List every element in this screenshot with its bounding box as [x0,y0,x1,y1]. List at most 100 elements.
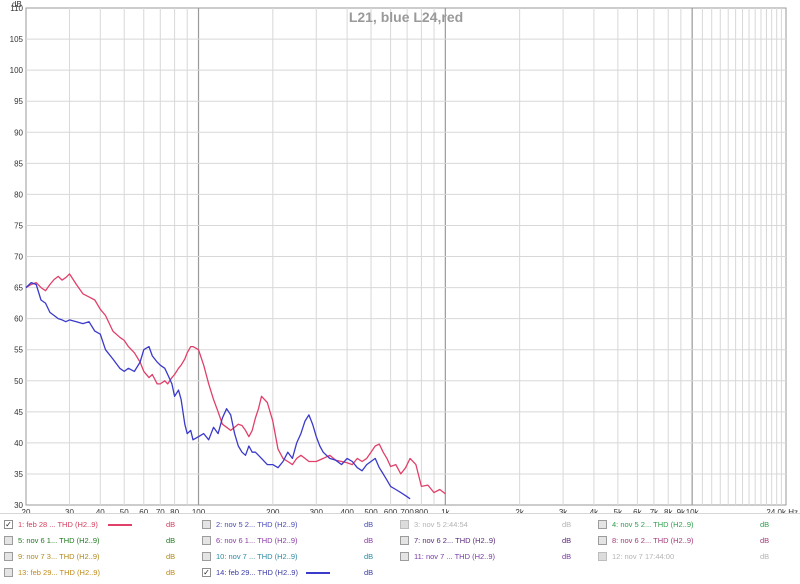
x-tick-label: 8k [664,508,673,513]
legend-unit: dB [760,552,770,561]
x-tick-label: 40 [96,508,105,513]
x-tick-label: 600 [384,508,398,513]
legend-item: 13: feb 29... THD (H2..9) dB [4,566,200,580]
x-tick-label: 9k [677,508,686,513]
legend-checkbox[interactable]: ✓ [4,520,13,529]
legend-unit: dB [364,552,374,561]
legend-checkbox[interactable] [400,536,409,545]
x-end-label: 24,0k Hz [766,508,798,513]
legend-label: 4: nov 5 2... THD (H2..9) [612,520,694,529]
legend-label: 11: nov 7 ... THD (H2..9) [414,552,496,561]
legend-unit: dB [166,520,176,529]
y-tick-label: 55 [14,346,23,355]
x-tick-label: 20 [22,508,31,513]
legend-unit: dB [562,520,572,529]
legend-unit: dB [166,568,176,577]
y-tick-label: 70 [14,253,23,262]
legend-checkbox[interactable]: ✓ [202,568,211,577]
legend-unit: dB [760,520,770,529]
x-tick-label: 800 [415,508,429,513]
y-tick-label: 30 [14,501,23,510]
x-tick-label: 3k [559,508,568,513]
legend-item: 4: nov 5 2... THD (H2..9) dB [598,518,794,532]
legend-item: 3: nov 5 2:44:54 dB [400,518,596,532]
legend-label: 13: feb 29... THD (H2..9) [18,568,100,577]
legend-unit: dB [364,536,374,545]
y-axis-label: dB [12,0,22,9]
legend-checkbox[interactable] [202,552,211,561]
legend-item: 9: nov 7 3... THD (H2..9) dB [4,550,200,564]
legend-checkbox[interactable] [400,520,409,529]
x-tick-label: 2k [515,508,524,513]
y-tick-label: 95 [14,97,23,106]
y-tick-label: 100 [10,66,24,75]
legend-unit: dB [562,552,572,561]
legend-checkbox[interactable] [202,520,211,529]
legend-item: ✓ 14: feb 29... THD (H2..9) dB [202,566,398,580]
legend-unit: dB [760,536,770,545]
legend-item: 10: nov 7 ... THD (H2..9) dB [202,550,398,564]
legend-label: 6: nov 6 1... THD (H2..9) [216,536,298,545]
legend-label: 10: nov 7 ... THD (H2..9) [216,552,298,561]
legend-checkbox[interactable] [202,536,211,545]
legend-checkbox[interactable] [598,552,607,561]
legend-label: 1: feb 28 ... THD (H2..9) [18,520,98,529]
legend-unit: dB [364,520,374,529]
x-tick-label: 50 [120,508,129,513]
x-tick-label: 60 [139,508,148,513]
y-tick-label: 110 [10,4,23,13]
legend-checkbox[interactable] [400,552,409,561]
y-tick-label: 60 [14,315,23,324]
legend-checkbox[interactable] [4,568,13,577]
x-tick-label: 500 [364,508,378,513]
legend-item: 6: nov 6 1... THD (H2..9) dB [202,534,398,548]
chart-title: L21, blue L24,red [349,9,463,25]
legend-item: 11: nov 7 ... THD (H2..9) dB [400,550,596,564]
x-tick-label: 30 [65,508,74,513]
legend-label: 2: nov 5 2... THD (H2..9) [216,520,298,529]
y-tick-label: 50 [14,377,23,386]
legend-label: 12: nov 7 17:44:00 [612,552,675,561]
x-tick-label: 400 [340,508,354,513]
x-tick-label: 4k [590,508,599,513]
legend-checkbox[interactable] [4,536,13,545]
y-tick-label: 85 [14,159,23,168]
trace-legend: ✓ 1: feb 28 ... THD (H2..9) dB 2: nov 5 2..… [0,513,800,584]
legend-item: 7: nov 6 2... THD (H2..9) dB [400,534,596,548]
legend-item: 8: nov 6 2... THD (H2..9) dB [598,534,794,548]
legend-label: 8: nov 6 2... THD (H2..9) [612,536,694,545]
y-tick-label: 75 [14,221,23,230]
legend-label: 9: nov 7 3... THD (H2..9) [18,552,100,561]
y-tick-label: 45 [14,408,23,417]
legend-swatch [306,572,330,574]
legend-checkbox[interactable] [4,552,13,561]
series-line-1 [25,273,446,495]
x-tick-label: 300 [310,508,324,513]
x-tick-label: 10k [686,508,700,513]
y-tick-label: 80 [14,190,23,199]
series-line-2 [25,281,411,500]
y-tick-label: 40 [14,439,23,448]
x-tick-label: 7k [650,508,659,513]
x-tick-label: 5k [614,508,623,513]
x-tick-label: 1k [441,508,450,513]
y-tick-label: 65 [14,284,23,293]
x-tick-label: 80 [170,508,179,513]
legend-label: 14: feb 29... THD (H2..9) [216,568,298,577]
x-tick-label: 700 [400,508,414,513]
legend-swatch [108,524,132,526]
legend-unit: dB [562,536,572,545]
x-tick-label: 100 [192,508,206,513]
legend-checkbox[interactable] [598,520,607,529]
x-tick-label: 200 [266,508,280,513]
thd-chart: 110 105 100 95 90 85 80 75 70 65 60 55 50 45 40 35 30 dB 2… [10,0,798,513]
legend-unit: dB [166,536,176,545]
legend-label: 5: nov 6 1... THD (H2..9) [18,536,100,545]
legend-item: 2: nov 5 2... THD (H2..9) dB [202,518,398,532]
y-tick-label: 105 [10,35,24,44]
legend-item: 12: nov 7 17:44:00 dB [598,550,794,564]
x-tick-label: 6k [633,508,642,513]
legend-checkbox[interactable] [598,536,607,545]
legend-unit: dB [364,568,374,577]
legend-label: 3: nov 5 2:44:54 [414,520,468,529]
